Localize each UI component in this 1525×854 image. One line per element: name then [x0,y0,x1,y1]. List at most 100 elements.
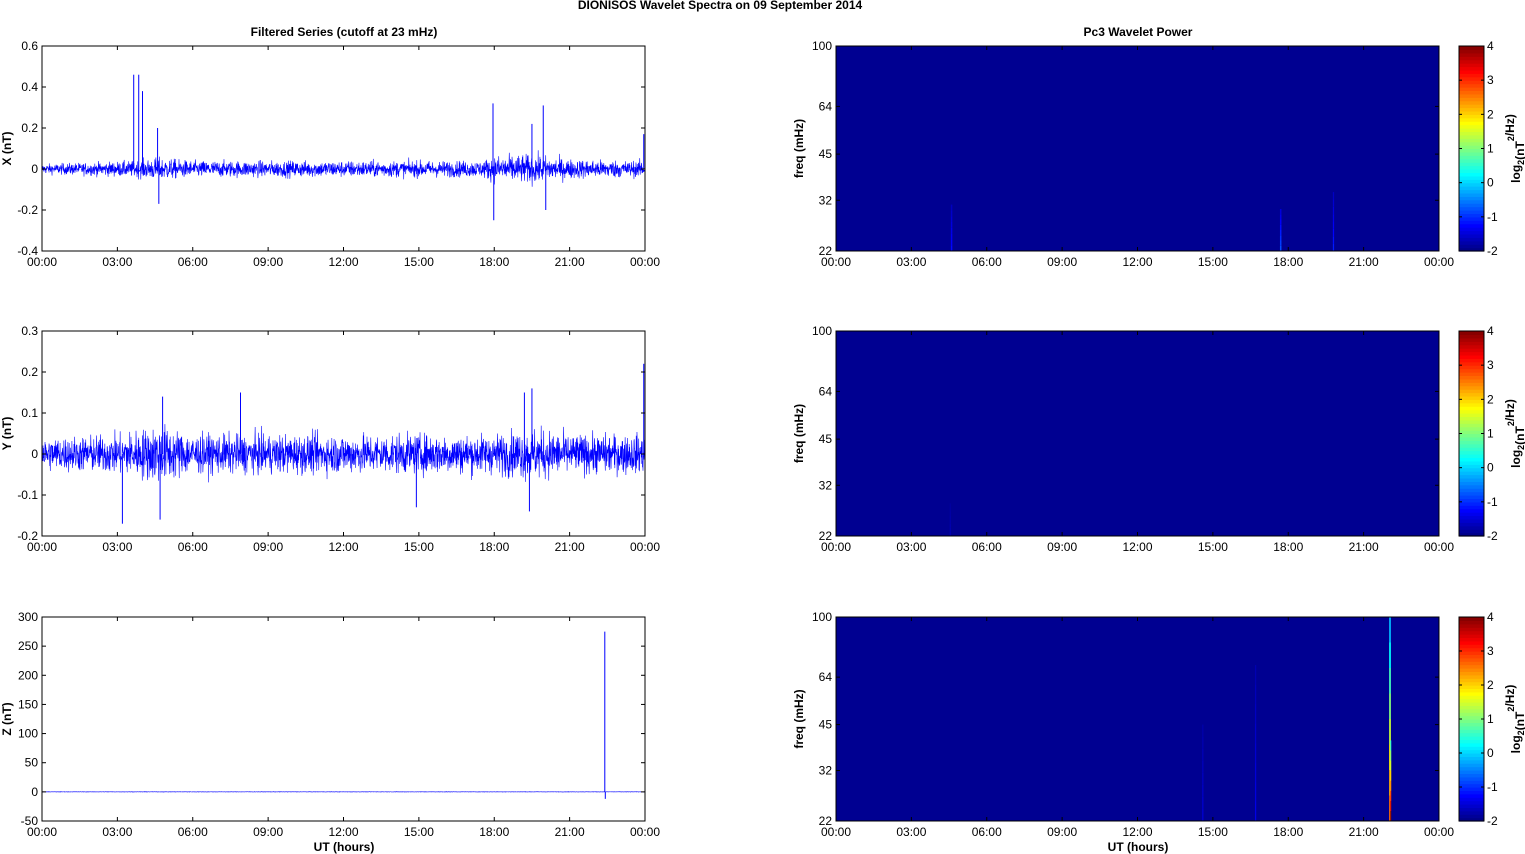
series-z-panel: -50 0 50 100 150 200 250 300 00:00 03:00 06:00 09:0… [0,610,660,839]
spectrum-x-colorbar-segment [1459,59,1484,64]
spectrum-z-colorbar-segment [1459,637,1484,642]
spectrum-y-colorbar-segment [1459,430,1484,435]
series-y-plot-area [42,331,645,536]
spectrum-z-colorbar-segment [1459,623,1484,628]
spectrum-z-power-feature [1202,796,1204,809]
spectrum-y-colorbar-segment [1459,518,1484,523]
spectrum-x-power-feature [950,204,953,211]
spectrum-y-x-tick-label: 09:00 [1047,540,1077,554]
spectrum-z-colorbar-tick-label: -1 [1487,780,1498,794]
spectrum-x-colorbar-segment [1459,83,1484,88]
spectrum-z-colorbar-segment [1459,770,1484,774]
spectrum-z-colorbar-segment [1459,725,1484,730]
spectrum-x-colorbar-segment [1459,69,1484,74]
spectrum-x-colorbar-segment [1459,80,1484,85]
spectrum-y-colorbar-segment [1459,474,1484,479]
spectrum-z-colorbar-segment [1459,678,1484,683]
spectrum-x-colorbar-segment [1459,165,1484,170]
spectrum-z-power-feature [1389,719,1391,745]
spectrum-y-power-feature [949,507,951,512]
spectrum-z-colorbar-segment [1459,783,1484,788]
spectrum-z-power-feature [1389,693,1391,719]
series-z-y-tick-label: 50 [25,756,39,770]
spectrum-z-colorbar-segment [1459,800,1484,805]
spectrum-x-power-feature [950,239,953,246]
spectrum-y-colorbar-segment [1459,406,1484,411]
series-z-x-tick-label: 03:00 [102,825,132,839]
spectrum-x-background [836,46,1439,251]
spectrum-z-colorbar-tick-label: 1 [1487,712,1494,726]
spectrum-y-colorbar-segment [1459,512,1484,517]
spectrum-y-colorbar-segment [1459,454,1484,459]
spectrum-z-colorbar-segment [1459,810,1484,815]
spectrum-z-power-feature [1389,668,1391,694]
spectrum-x-colorbar-segment [1459,213,1484,218]
spectrum-y-power-feature [949,523,951,528]
figure-title: DIONISOS Wavelet Spectra on 09 September… [578,0,863,12]
spectrum-x-colorbar-segment [1459,124,1484,129]
spectrum-y-colorbar-segment [1459,447,1484,452]
series-z-y-tick-label: 150 [18,697,38,711]
spectrum-x-x-tick-label: 06:00 [972,255,1002,269]
series-x-y-tick-label: 0.6 [21,39,38,53]
spectrum-x-power-feature [950,227,953,234]
spectrum-y-colorbar-segment [1459,382,1484,387]
spectrum-z-colorbar-segment [1459,681,1484,686]
spectrum-y-colorbar-segment [1459,358,1484,363]
spectrum-z-colorbar-segment [1459,759,1484,764]
spectrum-x-colorbar-segment [1459,206,1484,211]
spectrum-z-power-feature [1254,782,1257,802]
spectrum-z-power-feature [1389,795,1391,821]
spectrum-y-colorbar-segment [1459,389,1484,394]
spectrum-y-x-tick-label: 00:00 [1424,540,1454,554]
spectrum-x-colorbar-segment [1459,110,1484,115]
spectrum-y-colorbar-segment [1459,354,1484,359]
spectrum-y-colorbar-segment [1459,361,1484,366]
series-y-x-tick-label: 12:00 [328,540,358,554]
spectrum-z-colorbar-segment [1459,647,1484,652]
spectrum-x-colorbar-segment [1459,223,1484,228]
spectrum-y-colorbar-segment [1459,375,1484,380]
series-y-trace [41,424,646,483]
spectrum-x-colorbar-segment [1459,104,1484,109]
series-y-x-tick-label: 06:00 [178,540,208,554]
series-y-y-tick-label: 0 [31,447,38,461]
spectrum-z-power-feature [1389,642,1391,668]
series-z-y-tick-label: 250 [18,639,38,653]
spectrum-y-colorbar-segment [1459,436,1484,441]
spectrum-y-power-feature [949,503,951,508]
spectrum-z-colorbar-tick-label: 2 [1487,678,1494,692]
spectrum-y-colorbar-segment [1459,395,1484,400]
spectrum-x-colorbar-segment [1459,134,1484,139]
series-z-y-tick-label: 100 [18,727,38,741]
spectrum-y-colorbar-segment [1459,498,1484,503]
spectrum-x-colorbar-segment [1459,97,1484,102]
spectrum-x-y-tick-label: 22 [819,244,833,258]
spectrum-y-colorbar-segment [1459,522,1484,527]
spectrum-z-colorbar-segment [1459,695,1484,700]
spectrum-x-colorbar-segment [1459,145,1484,150]
spectrum-y-x-tick-label: 12:00 [1122,540,1152,554]
spectrum-z-background [836,617,1439,821]
spectrum-x-power-feature [1279,235,1282,241]
spectrum-z-power-feature [1254,704,1257,724]
spectrum-y-power-feature [949,527,951,532]
spectrum-x-colorbar-segment [1459,237,1484,242]
spectrum-x-x-tick-label: 09:00 [1047,255,1077,269]
spectrum-y-colorbar-segment [1459,348,1484,353]
spectrum-y-colorbar-tick-label: 0 [1487,461,1494,475]
spectrum-x-colorbar-segment [1459,87,1484,92]
spectrum-z-x-tick-label: 15:00 [1198,825,1228,839]
spectrum-y-colorbar-segment [1459,464,1484,469]
spectrum-y-colorbar-segment [1459,399,1484,404]
right-column-title: Pc3 Wavelet Power [1084,25,1193,39]
spectrum-y-colorbar-segment [1459,344,1484,349]
spectrum-y-colorbar-segment [1459,337,1484,342]
spectrum-y-colorbar-segment [1459,423,1484,428]
spectrum-y-colorbar-tick-label: 1 [1487,427,1494,441]
spectrum-x-x-tick-label: 12:00 [1122,255,1152,269]
series-z-y-axis-label: Z (nT) [0,702,14,735]
spectrum-x-power-feature [950,210,953,217]
spectrum-z-power-feature [1202,736,1204,749]
spectrum-z-x-tick-label: 00:00 [1424,825,1454,839]
